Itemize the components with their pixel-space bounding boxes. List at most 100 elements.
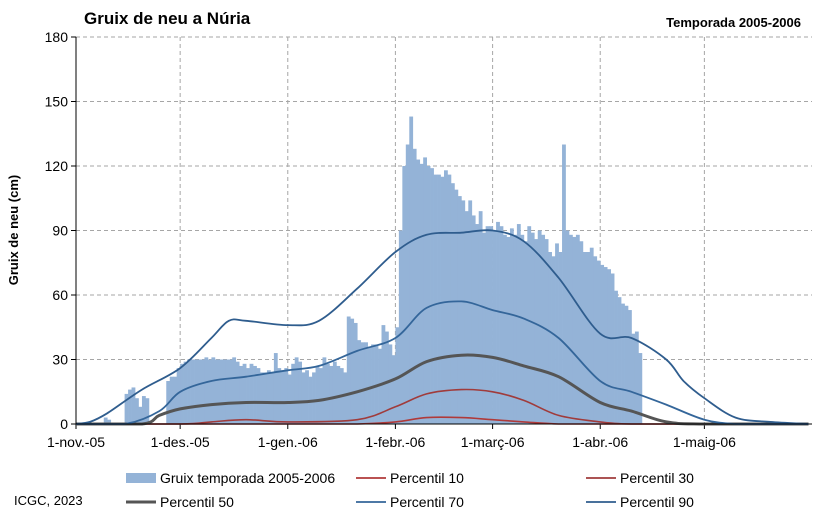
snow-depth-bar	[468, 200, 473, 424]
snow-depth-bar	[228, 359, 233, 424]
snow-depth-bar	[204, 357, 209, 424]
snow-depth-bar	[329, 365, 334, 424]
snow-depth-bar	[315, 365, 320, 424]
snow-depth-bar	[416, 159, 421, 425]
snow-depth-bar	[419, 163, 424, 424]
snow-depth-bar	[464, 211, 469, 424]
snow-depth-bar	[291, 363, 296, 424]
legend-label: Percentil 70	[390, 494, 464, 510]
percentil-90-line	[75, 229, 809, 425]
snow-depth-bar	[280, 370, 285, 424]
snow-depth-bar	[194, 359, 198, 424]
chart-title: Gruix de neu a Núria	[84, 9, 251, 28]
snow-depth-bar	[634, 331, 639, 424]
snow-depth-bar	[263, 372, 268, 424]
snow-depth-bar	[617, 297, 622, 424]
y-axis-label: Gruix de neu (cm)	[6, 175, 21, 286]
snow-depth-bar	[423, 157, 427, 424]
snow-depth-bar	[384, 331, 389, 424]
snow-depth-bar	[138, 406, 143, 424]
snow-depth-bar	[565, 230, 570, 424]
snow-depth-bar	[530, 232, 535, 424]
chart-season: Temporada 2005-2006	[666, 15, 801, 30]
snow-depth-bar	[447, 174, 452, 424]
y-tick-label: 60	[52, 287, 68, 303]
snow-depth-bar	[457, 196, 462, 424]
snow-depth-bar	[516, 224, 521, 424]
legend-label: Percentil 90	[620, 494, 694, 510]
legend-label: Percentil 50	[160, 494, 234, 510]
snow-depth-bar	[444, 170, 448, 424]
snow-depth-bar	[582, 252, 587, 424]
snow-depth-bar	[284, 368, 289, 424]
snow-depth-bar	[589, 247, 594, 424]
snow-depth-bar	[107, 419, 112, 424]
snow-depth-bar	[398, 230, 403, 424]
snow-depth-bar	[221, 359, 226, 424]
snow-depth-bar	[537, 230, 542, 424]
y-tick-label: 150	[45, 94, 69, 110]
snow-depth-bar	[437, 174, 441, 424]
snow-depth-bar	[225, 359, 230, 424]
snow-depth-bar	[607, 269, 611, 424]
credit-text: ICGC, 2023	[14, 493, 83, 508]
snow-depth-bar	[374, 344, 379, 424]
snow-depth-bar	[273, 353, 278, 424]
snow-depth-bar	[322, 357, 327, 424]
y-tick-label: 90	[52, 223, 68, 239]
snow-depth-bar	[294, 357, 299, 424]
legend-label: Gruix temporada 2005-2006	[160, 470, 335, 486]
snow-depth-bar	[631, 333, 636, 424]
snow-depth-bar	[190, 359, 195, 424]
y-tick-label: 120	[45, 158, 69, 174]
snow-depth-bar	[249, 363, 254, 424]
snow-depth-bar	[346, 316, 351, 424]
snow-depth-bar	[402, 166, 407, 424]
snow-depth-bar	[603, 267, 608, 424]
snow-depth-bar	[489, 226, 493, 424]
snow-depth-bar	[145, 398, 150, 424]
snow-depth-bar	[128, 389, 132, 424]
snow-depth-bars	[103, 116, 643, 425]
snow-depth-bar	[509, 228, 514, 424]
snow-depth-bar	[440, 176, 445, 424]
snow-depth-bar	[301, 372, 306, 424]
snow-depth-bar	[260, 372, 264, 424]
snow-depth-bar	[353, 322, 358, 424]
percentil-50-line	[76, 353, 809, 426]
x-tick-label: 1-maig-06	[673, 434, 736, 450]
snow-depth-bar	[325, 363, 330, 424]
snow-depth-bar	[336, 365, 341, 424]
percentil-70-line	[76, 300, 809, 425]
snow-depth-bar	[218, 359, 223, 424]
snow-depth-bar	[298, 361, 303, 424]
snow-depth-bar	[412, 148, 417, 425]
snow-depth-bar	[454, 189, 459, 424]
snow-depth-bar	[378, 348, 382, 424]
snow-depth-bar	[596, 260, 601, 424]
snow-depth-bar	[350, 318, 355, 424]
snow-depth-bar	[409, 116, 414, 425]
snow-depth-bar	[287, 374, 292, 424]
snow-depth-bar	[277, 368, 282, 424]
snow-depth-bar	[256, 368, 261, 424]
snow-depth-bar	[551, 256, 556, 424]
snow-depth-bar	[426, 166, 431, 424]
snow-depth-bar	[103, 417, 108, 424]
snow-depth-bar	[593, 256, 598, 424]
snow-depth-bar	[555, 243, 559, 424]
snow-depth-bar	[235, 361, 240, 424]
snow-depth-bar	[183, 361, 188, 424]
snow-depth-bar	[478, 211, 483, 424]
snow-depth-bar	[492, 230, 497, 424]
snow-depth-bar	[600, 264, 605, 424]
snow-depth-bar	[534, 239, 539, 424]
snow-depth-bar	[200, 359, 205, 424]
snow-depth-bar	[242, 363, 247, 424]
snow-depth-bar	[610, 273, 615, 424]
snow-depth-bar	[176, 368, 181, 424]
snow-depth-bar	[572, 236, 577, 424]
snow-depth-bar	[520, 234, 525, 424]
x-tick-label: 1-febr.-06	[365, 434, 425, 450]
